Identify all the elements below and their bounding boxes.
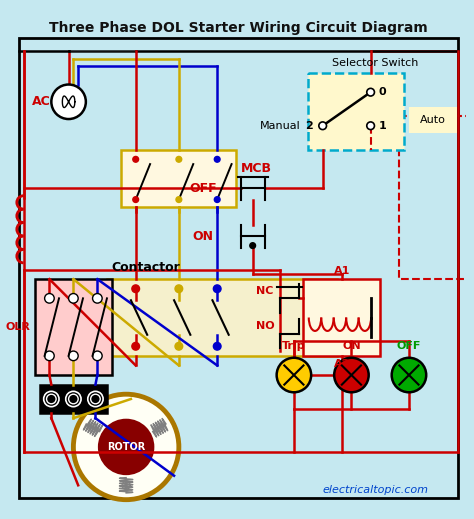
Circle shape xyxy=(319,122,327,130)
Circle shape xyxy=(91,394,100,404)
Circle shape xyxy=(66,391,81,407)
Bar xyxy=(107,279,337,356)
Circle shape xyxy=(277,358,311,392)
Circle shape xyxy=(367,88,374,96)
Bar xyxy=(121,149,237,207)
Text: Three Phase DOL Starter Wiring Circuit Diagram: Three Phase DOL Starter Wiring Circuit D… xyxy=(49,21,428,35)
Circle shape xyxy=(392,358,426,392)
Text: ROTOR: ROTOR xyxy=(107,442,145,452)
Circle shape xyxy=(92,351,102,361)
Text: NO: NO xyxy=(255,321,274,331)
Circle shape xyxy=(334,358,369,392)
Circle shape xyxy=(45,294,54,303)
Circle shape xyxy=(92,294,102,303)
Text: Manual: Manual xyxy=(260,121,301,131)
Circle shape xyxy=(176,197,182,202)
Text: Selector Switch: Selector Switch xyxy=(332,58,419,68)
Circle shape xyxy=(69,351,78,361)
Bar xyxy=(308,73,404,149)
Circle shape xyxy=(175,285,182,293)
Bar xyxy=(303,279,380,356)
Text: Auto: Auto xyxy=(420,115,446,125)
Text: Trip: Trip xyxy=(282,341,306,351)
Circle shape xyxy=(73,394,179,500)
Circle shape xyxy=(88,391,103,407)
Bar xyxy=(409,106,457,133)
Text: OFF: OFF xyxy=(397,341,421,351)
Circle shape xyxy=(132,343,139,350)
Text: 0: 0 xyxy=(378,87,386,97)
Circle shape xyxy=(69,294,78,303)
Text: ON: ON xyxy=(192,229,213,242)
Circle shape xyxy=(250,243,255,249)
Circle shape xyxy=(133,156,138,162)
Text: A2: A2 xyxy=(334,359,350,368)
Text: ON: ON xyxy=(342,341,361,351)
Circle shape xyxy=(133,197,138,202)
Circle shape xyxy=(45,351,54,361)
Circle shape xyxy=(214,197,220,202)
Circle shape xyxy=(175,343,182,350)
Circle shape xyxy=(99,420,153,474)
Bar xyxy=(400,116,474,279)
Text: A1: A1 xyxy=(334,266,350,276)
Circle shape xyxy=(51,85,86,119)
Text: MCB: MCB xyxy=(241,162,272,175)
Bar xyxy=(40,385,107,413)
Bar xyxy=(35,279,112,375)
Circle shape xyxy=(213,343,221,350)
Text: electricaltopic.com: electricaltopic.com xyxy=(322,485,428,495)
Circle shape xyxy=(44,391,59,407)
Circle shape xyxy=(46,394,56,404)
Text: OLR: OLR xyxy=(5,322,30,332)
Circle shape xyxy=(132,285,139,293)
Circle shape xyxy=(213,285,221,293)
Text: AC: AC xyxy=(32,95,51,108)
Text: NC: NC xyxy=(255,285,273,295)
Text: 2: 2 xyxy=(305,121,313,131)
Text: 1: 1 xyxy=(378,121,386,131)
Circle shape xyxy=(367,122,374,130)
Text: Contactor: Contactor xyxy=(112,262,181,275)
Circle shape xyxy=(176,156,182,162)
Text: OFF: OFF xyxy=(189,182,217,195)
Circle shape xyxy=(69,394,78,404)
Circle shape xyxy=(214,156,220,162)
